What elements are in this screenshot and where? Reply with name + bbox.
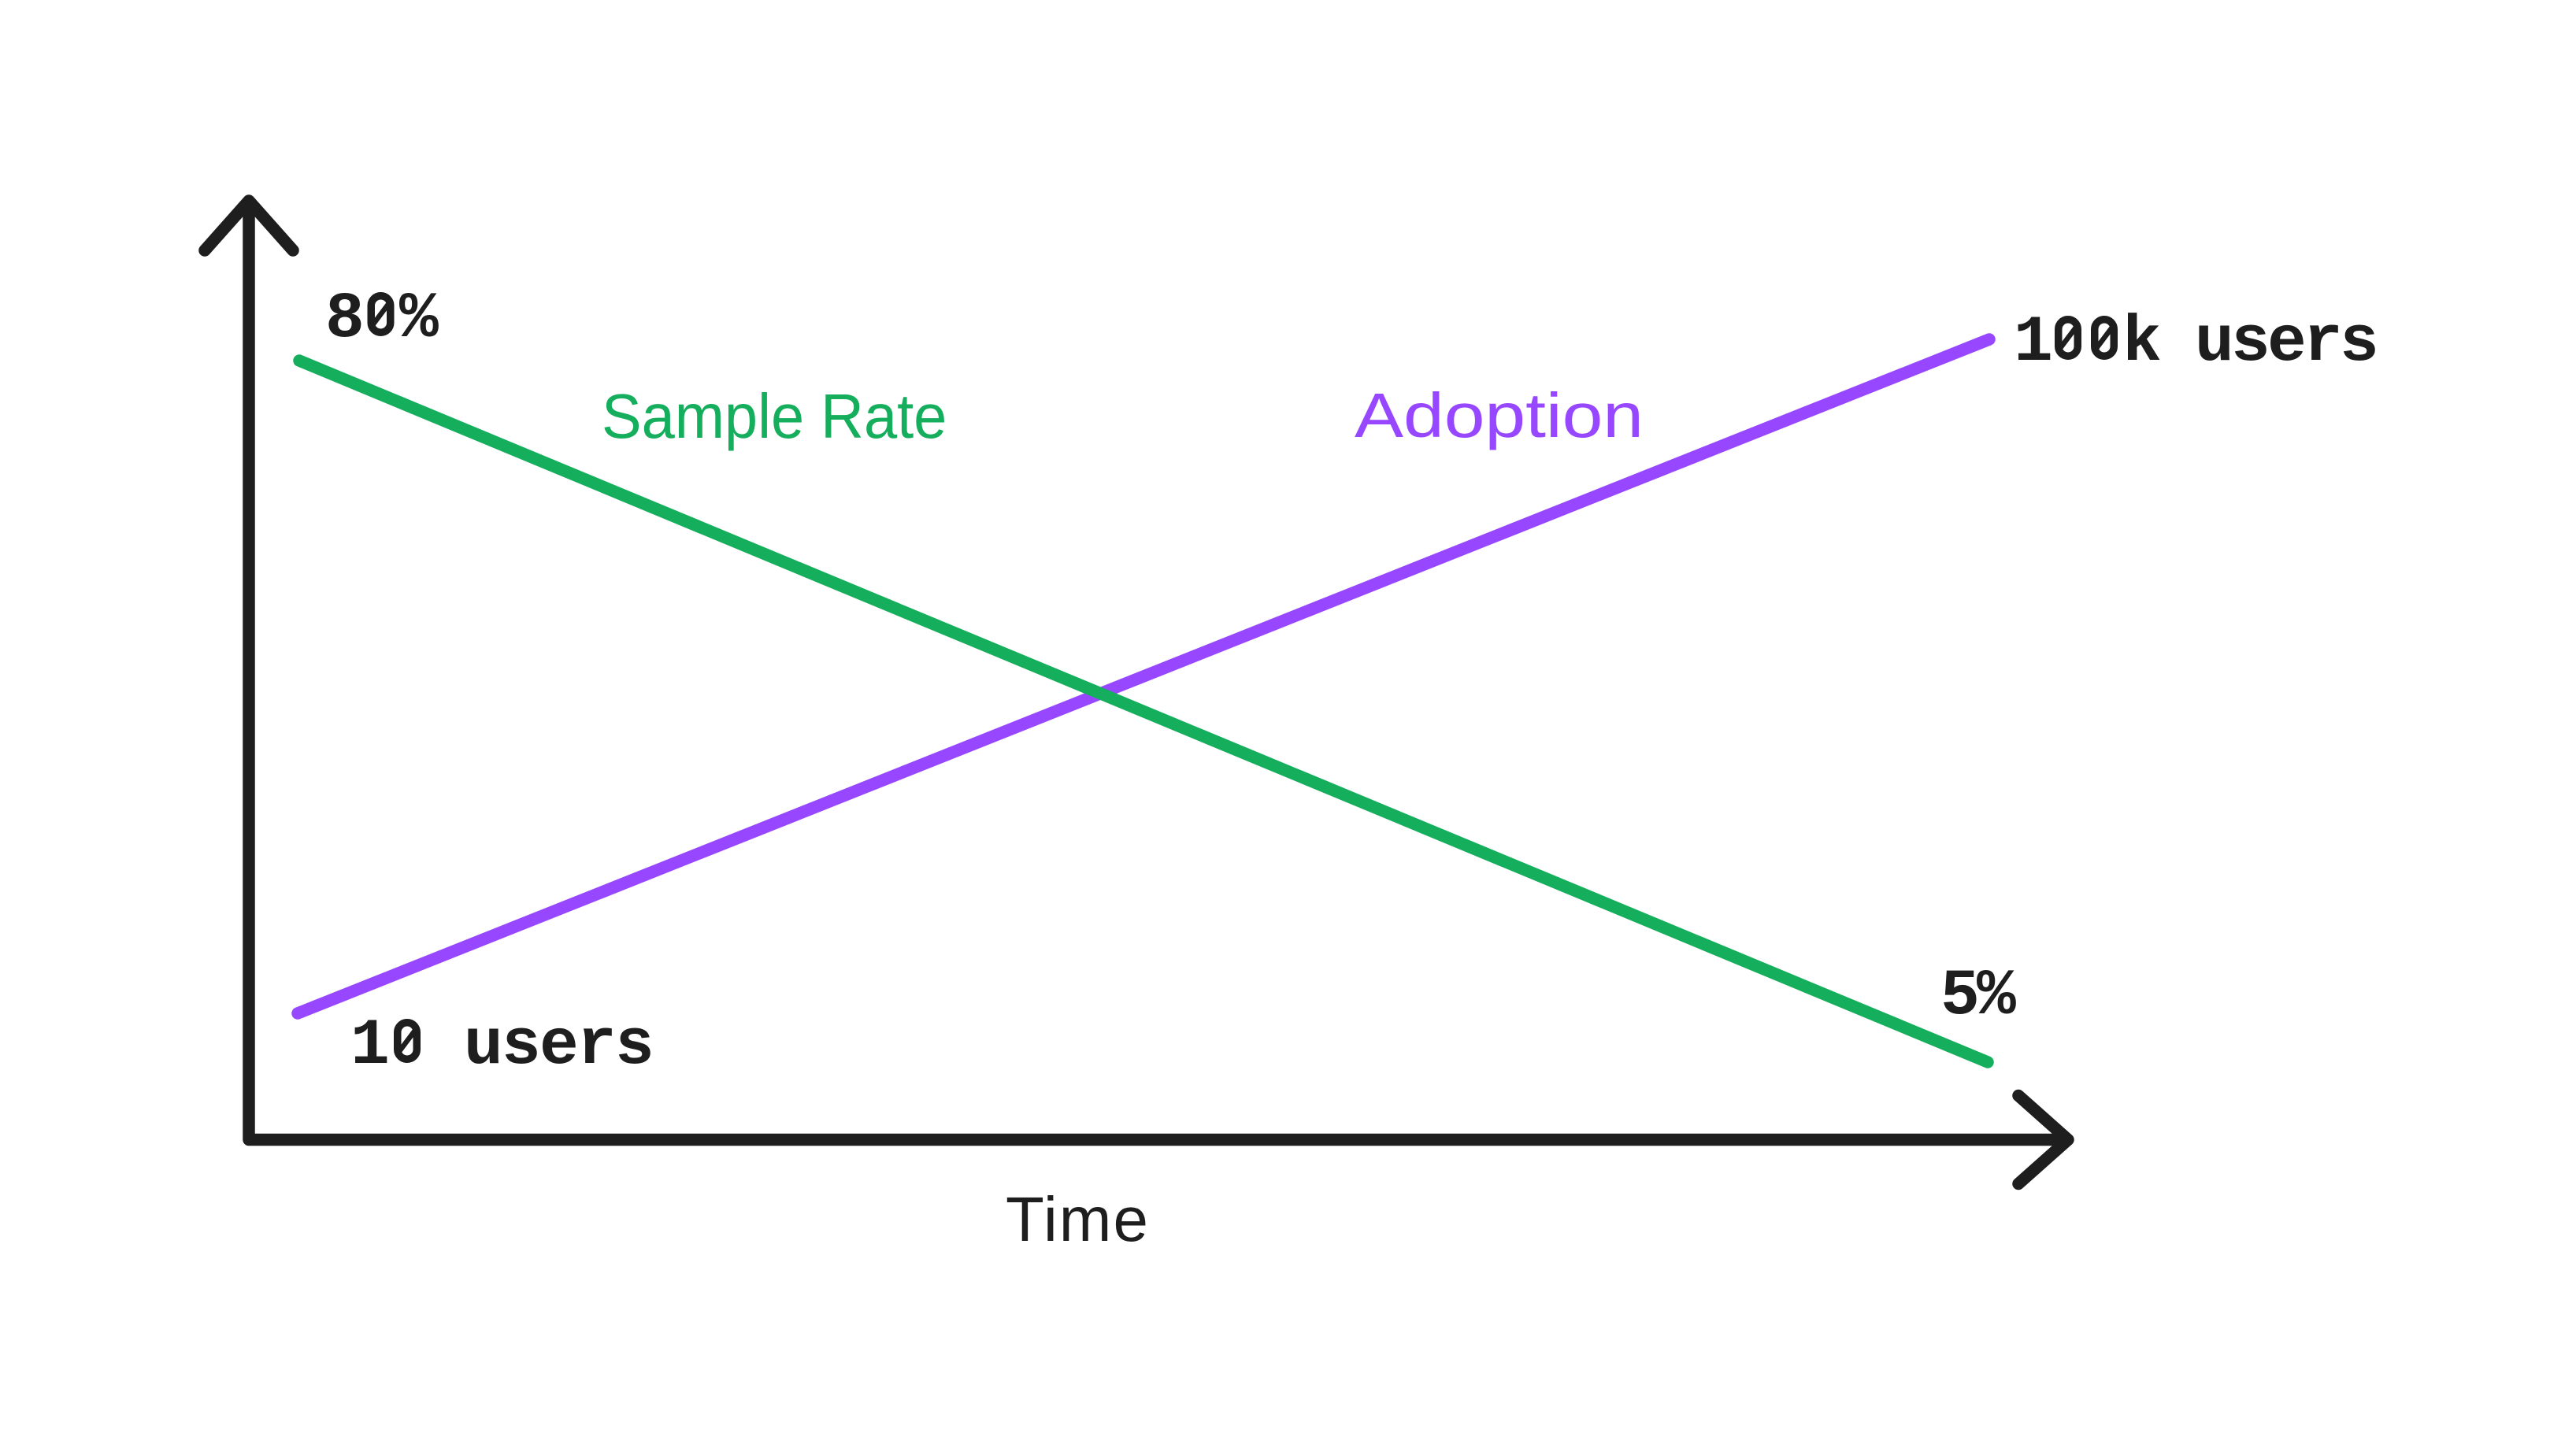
- svg-text:k: k: [2122, 305, 2162, 380]
- svg-text:r: r: [2304, 305, 2343, 380]
- svg-text:e: e: [539, 1009, 579, 1083]
- svg-text:Adoption: Adoption: [1355, 380, 1644, 450]
- svg-text:s: s: [615, 1009, 654, 1083]
- svg-text:%: %: [399, 282, 439, 356]
- svg-text:s: s: [502, 1009, 541, 1083]
- svg-text:s: s: [2340, 305, 2379, 380]
- svg-text:1: 1: [350, 1009, 390, 1083]
- svg-text:1: 1: [2014, 305, 2053, 380]
- svg-text:u: u: [464, 1009, 503, 1083]
- svg-text:8: 8: [325, 282, 365, 356]
- svg-text:r: r: [577, 1009, 617, 1083]
- svg-text:e: e: [2267, 305, 2307, 380]
- svg-text:Sample Rate: Sample Rate: [602, 380, 947, 451]
- svg-text:u: u: [2195, 305, 2234, 380]
- svg-text:5: 5: [1940, 959, 1980, 1033]
- svg-text:%: %: [1977, 959, 2016, 1033]
- svg-text:s: s: [2231, 305, 2270, 380]
- svg-text:Time: Time: [1006, 1184, 1148, 1254]
